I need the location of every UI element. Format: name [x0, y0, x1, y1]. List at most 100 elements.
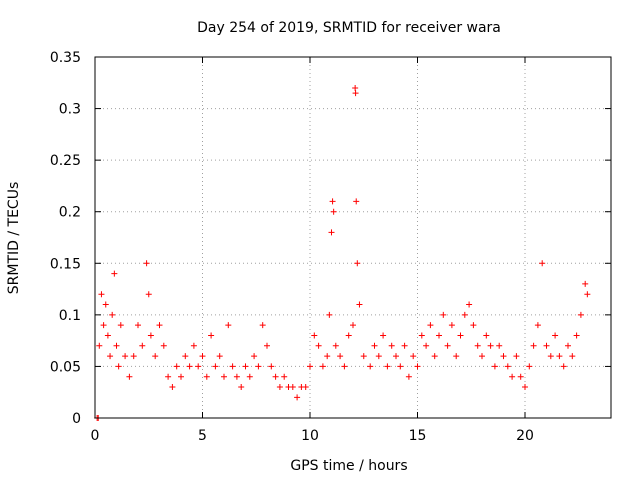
- y-tick-label: 0.3: [59, 102, 81, 118]
- data-point: [208, 332, 215, 339]
- data-point: [384, 363, 391, 370]
- data-point: [173, 363, 180, 370]
- data-point: [530, 342, 537, 349]
- data-point: [98, 291, 105, 298]
- y-tick-label: 0.35: [50, 50, 81, 66]
- plot-frame: [94, 56, 612, 419]
- data-point: [547, 353, 554, 360]
- y-tick-label: 0.25: [50, 153, 81, 169]
- data-point: [238, 384, 245, 391]
- x-axis-label: GPS time / hours: [290, 458, 407, 474]
- y-tick-label: 0: [72, 411, 81, 427]
- data-point: [487, 342, 494, 349]
- data-point: [353, 198, 360, 205]
- data-point: [156, 322, 163, 329]
- data-point: [414, 363, 421, 370]
- data-point: [565, 342, 571, 349]
- axis-ticks: 0 5 10 15 20 0 0.05 0.1 0.15 0.2 0.25 0.3 0.35: [50, 50, 611, 444]
- data-point: [500, 353, 507, 360]
- data-point: [145, 291, 152, 298]
- data-point: [328, 229, 335, 236]
- data-point: [401, 342, 408, 349]
- data-point: [160, 342, 167, 349]
- data-point: [431, 353, 438, 360]
- data-point: [534, 322, 541, 329]
- data-point: [577, 311, 584, 318]
- data-point: [242, 363, 249, 370]
- data-point: [182, 353, 189, 360]
- x-tick-label: 10: [301, 428, 319, 444]
- data-point: [457, 332, 464, 339]
- data-point: [393, 353, 399, 360]
- data-point: [109, 311, 116, 318]
- data-point: [268, 363, 275, 370]
- data-point: [229, 363, 236, 370]
- data-point: [483, 332, 490, 339]
- data-point: [102, 301, 109, 308]
- data-point: [122, 353, 129, 360]
- data-point: [350, 322, 356, 329]
- data-point: [104, 332, 111, 339]
- data-point: [135, 322, 141, 329]
- data-point: [556, 353, 563, 360]
- data-point: [440, 311, 447, 318]
- data-point: [367, 363, 374, 370]
- data-point: [186, 363, 193, 370]
- data-point: [195, 363, 202, 370]
- data-point: [107, 353, 114, 360]
- data-point: [470, 322, 477, 329]
- data-point: [178, 373, 184, 380]
- data-point: [302, 384, 309, 391]
- data-point: [584, 291, 591, 298]
- data-point: [573, 332, 580, 339]
- data-point: [307, 363, 313, 370]
- data-point: [165, 373, 172, 380]
- data-point: [190, 342, 197, 349]
- data-point: [100, 322, 107, 329]
- data-point: [147, 332, 154, 339]
- chart-title: Day 254 of 2019, SRMTID for receiver war…: [197, 20, 501, 36]
- data-point: [418, 332, 425, 339]
- x-tick-label: 0: [91, 428, 100, 444]
- data-point: [272, 373, 279, 380]
- data-point: [552, 332, 559, 339]
- data-point: [560, 363, 567, 370]
- data-point: [543, 342, 550, 349]
- data-point: [225, 322, 232, 329]
- data-point: [319, 363, 326, 370]
- data-point: [255, 363, 262, 370]
- data-point: [115, 363, 122, 370]
- data-point: [311, 332, 318, 339]
- data-point: [139, 342, 146, 349]
- data-point: [448, 322, 455, 329]
- data-point: [509, 373, 516, 380]
- data-point: [397, 363, 404, 370]
- data-point: [264, 342, 270, 349]
- data-point: [356, 301, 363, 308]
- data-point: [169, 384, 176, 391]
- y-tick-label: 0.2: [59, 205, 81, 221]
- data-point: [130, 353, 137, 360]
- data-point: [496, 342, 503, 349]
- data-point: [474, 342, 481, 349]
- data-point: [380, 332, 387, 339]
- data-point: [259, 322, 266, 329]
- data-point: [126, 373, 133, 380]
- data-point: [569, 353, 576, 360]
- data-point: [345, 332, 352, 339]
- data-point: [517, 373, 524, 380]
- data-point: [352, 84, 359, 91]
- x-tick-label: 5: [198, 428, 207, 444]
- y-tick-label: 0.1: [59, 308, 81, 324]
- data-point: [522, 384, 528, 391]
- data-point: [410, 353, 417, 360]
- data-point: [96, 342, 103, 349]
- data-point: [461, 311, 468, 318]
- data-point: [539, 260, 546, 267]
- y-axis-label: SRMTID / TECUs: [6, 182, 22, 295]
- data-point: [352, 90, 359, 97]
- data-point: [332, 342, 339, 349]
- data-point: [199, 353, 206, 360]
- y-tick-label: 0.15: [50, 256, 81, 272]
- data-point: [360, 353, 367, 360]
